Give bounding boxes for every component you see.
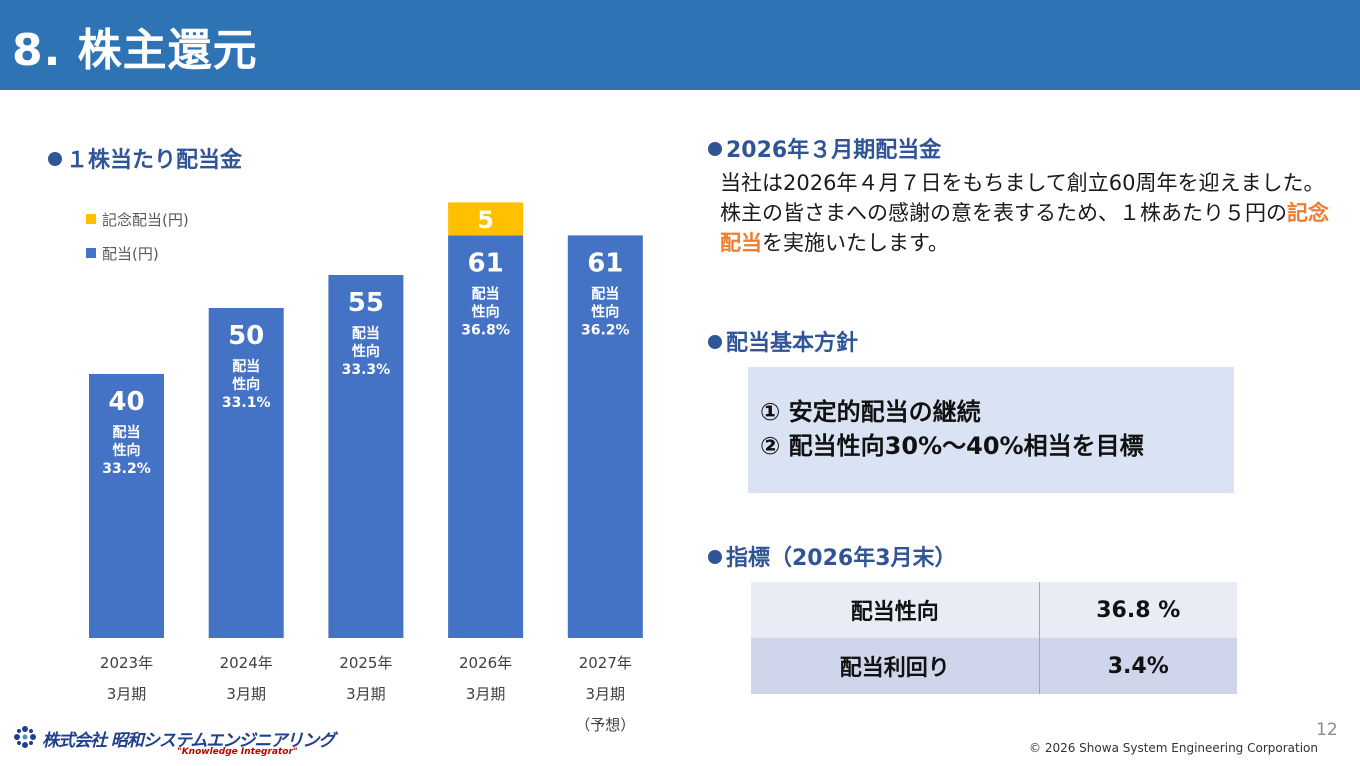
dividend-description-text: 当社は2026年４月７日をもちまして創立60周年を迎えました。株主の皆さまへの感…	[720, 171, 1325, 225]
metrics-heading: 指標（2026年3月末）	[708, 540, 957, 572]
page-number: 12	[1316, 720, 1338, 740]
legend-swatch-dividend	[86, 248, 96, 258]
dividend-policy-box: ① 安定的配当の継続 ② 配当性向30%～40%相当を目標	[748, 367, 1234, 493]
bar-dividend	[89, 374, 164, 638]
payout-ratio-label: 性向	[352, 343, 380, 360]
commemorative-dividend-highlight: 記念配当	[720, 201, 1329, 255]
commemorative-value-label: 5	[477, 206, 494, 234]
x-tick-label: 3月期	[226, 685, 266, 703]
legend-label-commemorative: 記念配当(円)	[102, 211, 189, 229]
metric-label: 配当性向	[751, 582, 1040, 638]
metric-value: 36.8 %	[1039, 582, 1237, 638]
dividend-value-label: 61	[468, 248, 504, 278]
x-tick-label: 2023年	[100, 654, 153, 672]
dividend-description: 当社は2026年４月７日をもちまして創立60周年を迎えました。株主の皆さまへの感…	[720, 168, 1330, 258]
dividend-per-share-heading: １株当たり配当金	[48, 142, 242, 174]
policy-item: ① 安定的配当の継続	[760, 398, 981, 426]
payout-ratio-label: 36.8%	[461, 322, 510, 338]
legend-label-dividend: 配当(円)	[102, 245, 159, 263]
bar-dividend	[567, 235, 643, 638]
legend-dividend: 配当(円)	[86, 243, 159, 264]
payout-ratio-label: 性向	[591, 303, 619, 320]
dividend-policy-heading-label: 配当基本方針	[726, 331, 859, 356]
dividend-policy-heading: 配当基本方針	[708, 325, 858, 357]
metrics-heading-label: 指標（2026年3月末）	[726, 546, 957, 571]
payout-ratio-label: 33.3%	[342, 362, 391, 378]
x-tick-label: 2024年	[220, 654, 273, 672]
company-logo-text: 株式会社 昭和システムエンジニアリング	[42, 731, 335, 751]
payout-ratio-label: 配当	[472, 285, 500, 302]
bullet-icon	[48, 152, 62, 166]
fy2026-dividend-heading-label: 2026年３月期配当金	[726, 138, 942, 163]
bar-dividend	[328, 275, 404, 638]
bar-dividend	[448, 235, 524, 638]
x-tick-label: 2026年	[459, 654, 512, 672]
payout-ratio-label: 性向	[232, 376, 260, 393]
dividend-value-label: 50	[228, 321, 264, 351]
bullet-icon	[708, 142, 722, 156]
dividend-value-label: 40	[108, 387, 144, 417]
table-row: 配当性向 36.8 %	[751, 582, 1237, 638]
x-tick-label: 3月期	[466, 685, 506, 703]
dividend-description-tail: を実施いたします。	[762, 231, 949, 255]
copyright-text: © 2026 Showa System Engineering Corporat…	[1029, 741, 1318, 755]
payout-ratio-label: 性向	[113, 442, 141, 459]
payout-ratio-label: 33.2%	[102, 461, 151, 477]
bullet-icon	[708, 335, 722, 349]
metric-label: 配当利回り	[751, 638, 1040, 694]
fy2026-dividend-heading: 2026年３月期配当金	[708, 132, 941, 164]
metrics-table: 配当性向 36.8 % 配当利回り 3.4%	[751, 582, 1237, 694]
policy-item: ② 配当性向30%～40%相当を目標	[760, 432, 1144, 460]
bar-commemorative	[448, 202, 524, 236]
metric-value: 3.4%	[1039, 638, 1237, 694]
legend-commemorative: 記念配当(円)	[86, 209, 189, 230]
bullet-icon	[708, 550, 722, 564]
bar-dividend	[208, 308, 284, 638]
legend-swatch-commemorative	[86, 214, 96, 224]
dividend-bar-chart: 40配当性向33.2%2023年3月期50配当性向33.1%2024年3月期55…	[89, 202, 643, 734]
dividend-value-label: 61	[587, 248, 623, 278]
payout-ratio-label: 配当	[232, 358, 260, 375]
payout-ratio-label: 33.1%	[222, 395, 271, 411]
payout-ratio-label: 配当	[113, 424, 141, 441]
x-tick-label: （予想）	[575, 716, 635, 734]
company-logo: 株式会社 昭和システムエンジニアリング "Knowledge Integrato…	[12, 722, 335, 762]
x-tick-label: 3月期	[107, 685, 147, 703]
company-tagline: "Knowledge Integrator"	[177, 747, 298, 757]
payout-ratio-label: 性向	[472, 303, 500, 320]
dividend-per-share-heading-label: １株当たり配当金	[66, 148, 243, 173]
table-row: 配当利回り 3.4%	[751, 638, 1237, 694]
x-tick-label: 2025年	[339, 654, 392, 672]
x-tick-label: 3月期	[586, 685, 626, 703]
payout-ratio-label: 36.2%	[581, 322, 630, 338]
payout-ratio-label: 配当	[591, 285, 619, 302]
x-tick-label: 2027年	[579, 654, 632, 672]
company-logo-icon	[14, 726, 36, 748]
page-title: 8. 株主還元	[12, 25, 258, 76]
x-tick-label: 3月期	[346, 685, 386, 703]
payout-ratio-label: 配当	[352, 325, 380, 342]
header-bar: 8. 株主還元	[0, 0, 1360, 90]
dividend-value-label: 55	[348, 288, 384, 318]
